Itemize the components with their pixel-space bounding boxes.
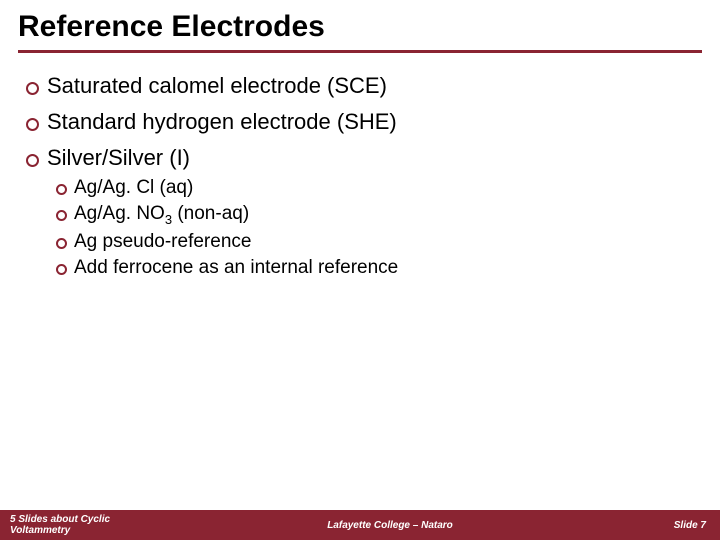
sub-bullet-icon (56, 238, 67, 249)
footer-bar: 5 Slides about Cyclic Voltammetry Lafaye… (0, 510, 720, 540)
sub-bullet-item: Ag/Ag. NO3 (non-aq) (56, 203, 700, 227)
bullet-text: Standard hydrogen electrode (SHE) (47, 109, 397, 135)
footer-right: Slide 7 (620, 520, 720, 531)
bullet-item: Saturated calomel electrode (SCE) (26, 73, 700, 99)
bullet-item: Silver/Silver (I) (26, 145, 700, 171)
bullet-text: Saturated calomel electrode (SCE) (47, 73, 387, 99)
bullet-icon (26, 82, 39, 95)
sub-bullet-item: Add ferrocene as an internal reference (56, 257, 700, 279)
slide-title: Reference Electrodes (18, 10, 702, 53)
content-area: Saturated calomel electrode (SCE) Standa… (0, 57, 720, 279)
sub-bullet-text: Ag/Ag. NO3 (non-aq) (74, 203, 249, 227)
sub-bullet-text: Ag pseudo-reference (74, 231, 251, 253)
footer-center: Lafayette College – Nataro (160, 520, 620, 531)
bullet-icon (26, 154, 39, 167)
title-area: Reference Electrodes (0, 0, 720, 57)
sub-bullet-icon (56, 264, 67, 275)
sub-bullet-list: Ag/Ag. Cl (aq) Ag/Ag. NO3 (non-aq) Ag ps… (26, 177, 700, 279)
sub-bullet-text: Add ferrocene as an internal reference (74, 257, 398, 279)
sub-bullet-item: Ag/Ag. Cl (aq) (56, 177, 700, 199)
sub-bullet-icon (56, 184, 67, 195)
bullet-icon (26, 118, 39, 131)
sub-bullet-item: Ag pseudo-reference (56, 231, 700, 253)
sub-bullet-icon (56, 210, 67, 221)
footer-left: 5 Slides about Cyclic Voltammetry (0, 514, 160, 537)
slide: Reference Electrodes Saturated calomel e… (0, 0, 720, 540)
bullet-item: Standard hydrogen electrode (SHE) (26, 109, 700, 135)
sub-bullet-text: Ag/Ag. Cl (aq) (74, 177, 193, 199)
bullet-text: Silver/Silver (I) (47, 145, 190, 171)
